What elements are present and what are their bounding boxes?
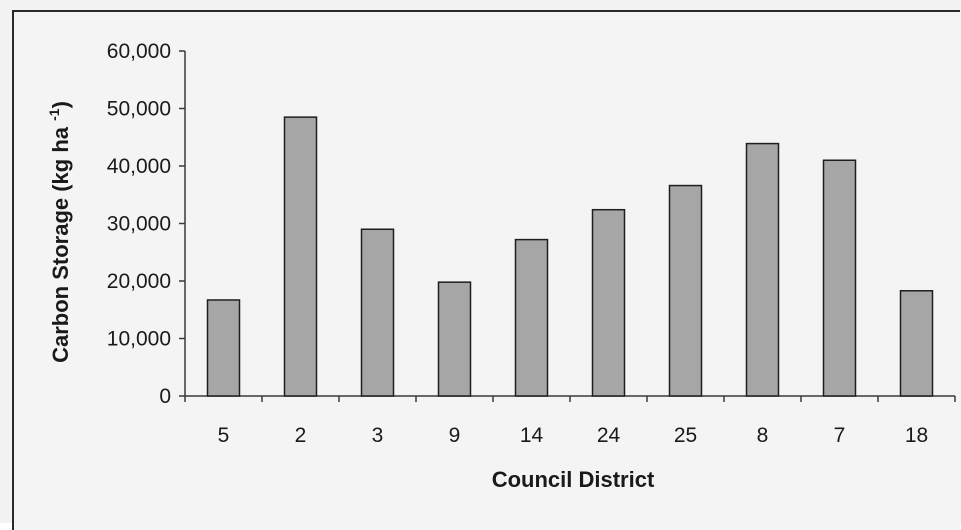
x-tick-label: 24: [597, 424, 621, 447]
x-axis-title: Council District: [492, 467, 655, 492]
bar-district-2: [283, 116, 318, 397]
bar-district-5: [206, 299, 241, 397]
bar-district-8: [745, 142, 780, 397]
x-tick-label: 18: [905, 424, 928, 447]
y-tick-labels: 0 10,000 20,000 30,000 40,000 50,000 60,000: [107, 40, 171, 408]
x-tick-labels: 5 2 3 9 14 24 25 8 7 18: [218, 424, 929, 447]
bar-district-3: [360, 228, 395, 397]
bar-district-18: [899, 290, 934, 397]
chart-frame: [12, 10, 960, 530]
y-tick-label: 20,000: [107, 270, 171, 293]
y-axis-title-superscript: -1: [46, 108, 62, 121]
y-tick-label: 40,000: [107, 155, 171, 178]
x-tick-label: 3: [372, 424, 384, 447]
x-tick-label: 9: [449, 424, 461, 447]
bars: [206, 116, 934, 397]
y-axis-title: Carbon Storage (kg ha -1): [46, 101, 73, 363]
x-tick-label: 2: [295, 424, 307, 447]
bar-district-24: [591, 208, 626, 397]
x-tick-label: 25: [674, 424, 697, 447]
x-tick-label: 7: [834, 424, 846, 447]
y-axis-title-main: Carbon Storage (kg ha: [48, 126, 73, 363]
y-tick-label: 60,000: [107, 40, 171, 63]
y-tick-label: 10,000: [107, 328, 171, 351]
y-tick-label: 0: [159, 385, 171, 408]
bar-district-9: [437, 281, 472, 397]
y-tick-label: 50,000: [107, 98, 171, 121]
y-axis-title-close: ): [48, 101, 73, 108]
x-tick-label: 5: [218, 424, 230, 447]
x-tick-label: 14: [520, 424, 544, 447]
bar-district-7: [822, 159, 857, 397]
bar-district-14: [514, 238, 549, 397]
y-tick-label: 30,000: [107, 213, 171, 236]
bar-district-25: [668, 184, 703, 397]
x-tick-label: 8: [757, 424, 769, 447]
